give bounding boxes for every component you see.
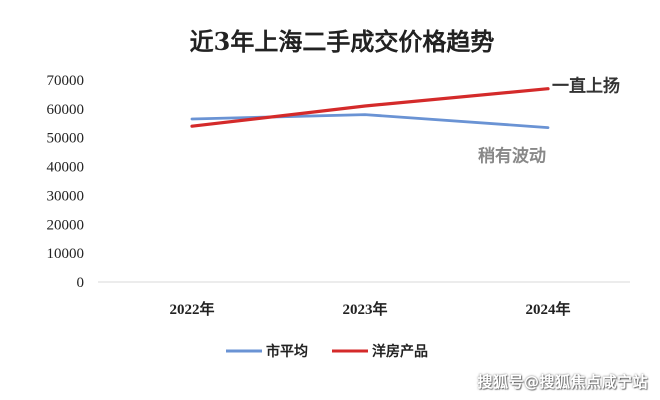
annotation-fluctuating: 稍有波动 [478, 146, 546, 167]
legend-label-city-average: 市平均 [266, 343, 308, 360]
chart-title: 近3年上海二手成交价格趋势 [190, 27, 495, 56]
legend-label-villa-product: 洋房产品 [372, 343, 428, 360]
x-tick-label: 2023年 [342, 300, 387, 318]
y-tick-label: 30000 [47, 188, 85, 204]
watermark: 搜狐号@搜狐焦点咸宁站 [477, 373, 648, 391]
legend: 市平均 洋房产品 [226, 343, 428, 360]
annotation-rising: 一直上扬 [552, 76, 620, 97]
y-tick-label: 20000 [47, 217, 85, 233]
y-tick-label: 60000 [47, 102, 85, 118]
x-tick-label: 2022年 [169, 300, 214, 318]
y-tick-label: 10000 [47, 246, 85, 262]
y-tick-label: 50000 [47, 131, 85, 147]
y-tick-label: 70000 [47, 73, 85, 89]
series-line-villa-product [190, 87, 550, 128]
y-axis: 0 10000 20000 30000 40000 50000 60000 70000 [47, 73, 85, 291]
x-axis: 2022年 2023年 2024年 [169, 300, 570, 318]
series-lines [190, 87, 550, 129]
y-tick-label: 40000 [47, 160, 85, 176]
x-tick-label: 2024年 [525, 300, 570, 318]
y-tick-label: 0 [77, 275, 85, 291]
